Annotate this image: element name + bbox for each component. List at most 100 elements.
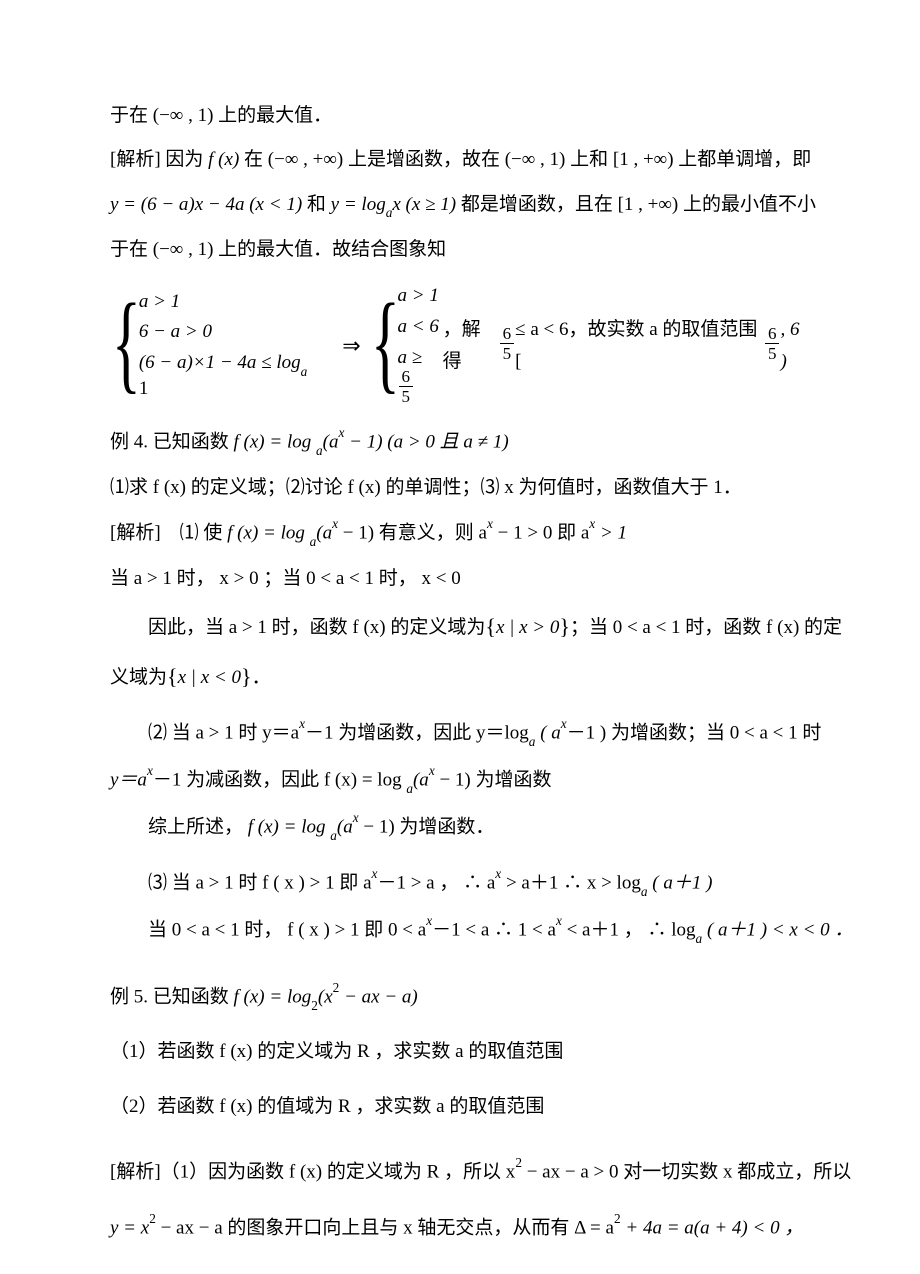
text: ；当 0 < a < 1 时，函数 f (x) 的定: [570, 617, 842, 638]
spacer: [110, 1201, 810, 1211]
text: ≤ a < 6，故实数 a 的取值范围 [: [515, 314, 764, 379]
left-brace-icon: {: [112, 298, 141, 386]
math: (6 − a)×1 − 4a ≤ log: [139, 352, 301, 373]
system-row: a > 1: [139, 290, 318, 315]
math: + 4a = a(a + 4) < 0 ，: [621, 1217, 804, 1238]
spacer: [110, 1081, 810, 1091]
math: (a: [316, 523, 332, 544]
subscript: a: [310, 534, 317, 549]
text: 都是增函数，且在 [1 , +∞) 上的最小值不小: [461, 194, 816, 215]
math: a ≥: [398, 347, 423, 368]
text: －1 < a ∴ 1 < a: [432, 919, 556, 940]
numerator: 6: [500, 325, 515, 344]
math: − 1 > 0 即 a: [493, 523, 589, 544]
math: (x: [318, 986, 333, 1007]
system-row: a < 6: [398, 315, 443, 340]
subscript: a: [696, 931, 703, 946]
math: y = x: [110, 1217, 149, 1238]
math: (a: [323, 432, 339, 453]
text: ⑶ 当 a > 1 时 f ( x ) > 1 即 a: [148, 873, 372, 894]
denominator: 5: [765, 344, 780, 362]
subscript: a: [529, 734, 536, 749]
system-row: (6 − a)×1 − 4a ≤ loga 1: [139, 351, 318, 402]
text: [解析]（1）因为函数 f (x) 的定义域为 R ，所以 x: [110, 1161, 515, 1182]
subscript: a: [316, 443, 323, 458]
text: 综上所述，: [148, 816, 248, 837]
fraction: 65: [399, 368, 414, 405]
text: − ax − a > 0 对一切实数 x 都成立，所以: [522, 1161, 851, 1182]
superscript: x: [353, 810, 359, 825]
superscript: x: [147, 763, 153, 778]
brace-icon: }: [241, 664, 252, 689]
math: x | x < 0: [178, 667, 241, 688]
spacer: [110, 1026, 810, 1036]
text: 在 (−∞ , +∞) 上是增函数，故在 (−∞ , 1) 上和 [1 , +∞…: [239, 149, 811, 170]
text: －1 > a ， ∴ a: [377, 873, 495, 894]
body-line: y = (6 − a)x − 4a (x < 1) 和 y = logax (x…: [110, 189, 810, 222]
superscript: x: [556, 913, 562, 928]
text: 义域为: [110, 667, 167, 688]
body-line: [解析] 因为 f (x) 在 (−∞ , +∞) 上是增函数，故在 (−∞ ,…: [110, 144, 810, 176]
math: − ax − a): [339, 986, 417, 1007]
text: 因此，当 a > 1 时，函数 f (x) 的定义域为: [148, 617, 485, 638]
subscript: a: [406, 781, 413, 796]
subscript: a: [641, 884, 648, 899]
spacer: [110, 1135, 810, 1155]
text: 例 4. 已知函数: [110, 432, 234, 453]
body-line: （2）若函数 f (x) 的值域为 R ，求实数 a 的取值范围: [110, 1091, 810, 1123]
text: －1 为减函数，因此 f (x) = log: [153, 769, 406, 790]
subscript: 2: [311, 998, 318, 1013]
text: [解析] ⑴ 使: [110, 523, 227, 544]
superscript: x: [487, 516, 493, 531]
text: < a＋1 ， ∴ log: [562, 919, 696, 940]
brace-icon: {: [167, 664, 178, 689]
numerator: 6: [399, 368, 414, 387]
superscript: x: [372, 866, 378, 881]
text: 例 5. 已知函数: [110, 986, 234, 1007]
math: y = (6 − a)x − 4a (x < 1): [110, 194, 307, 215]
text: ⑵ 当 a > 1 时 y＝a: [148, 722, 299, 743]
implies-icon: ⇒: [342, 327, 360, 364]
text: 于在 (−∞ , 1) 上的最大值．故结合图象知: [110, 239, 446, 260]
superscript: x: [589, 516, 595, 531]
document-page: 于在 (−∞ , 1) 上的最大值． [解析] 因为 f (x) 在 (−∞ ,…: [0, 0, 920, 1274]
text: 当 0 < a < 1 时， f ( x ) > 1 即 0 < a: [148, 919, 426, 940]
body-line: 综上所述， f (x) = log a(ax − 1) 为增函数．: [110, 810, 810, 845]
superscript: x: [332, 516, 338, 531]
math: y＝a: [110, 769, 147, 790]
subscript: a: [301, 364, 308, 379]
body-line: 当 0 < a < 1 时， f ( x ) > 1 即 0 < a x－1 < …: [110, 913, 810, 948]
math: (a: [337, 816, 353, 837]
text: ，解得: [443, 314, 499, 379]
math: f (x) = log: [234, 432, 316, 453]
spacer: [110, 960, 810, 980]
body-line: 义域为{x | x < 0}．: [110, 657, 810, 694]
superscript: x: [429, 763, 435, 778]
math: f (x) = log: [248, 816, 330, 837]
superscript: x: [561, 716, 567, 731]
text: [解析] 因为: [110, 149, 208, 170]
subscript: a: [386, 205, 393, 220]
system-right: a > 1 a < 6 a ≥ 65: [398, 284, 443, 407]
left-brace-icon: {: [371, 298, 400, 386]
body-line: y = x2 − ax − a 的图象开口向上且与 x 轴无交点，从而有 Δ =…: [110, 1211, 810, 1245]
brace-icon: {: [485, 614, 496, 639]
math: ( a: [535, 722, 560, 743]
body-line: ⑴求 f (x) 的定义域；⑵讨论 f (x) 的单调性；⑶ x 为何值时，函数…: [110, 472, 810, 504]
superscript: x: [299, 716, 305, 731]
math: (a: [413, 769, 429, 790]
body-line: [解析] ⑴ 使 f (x) = log a(ax − 1) 有意义，则 ax …: [110, 516, 810, 551]
math: , 6 ): [780, 314, 810, 379]
text: （1）若函数 f (x) 的定义域为 R ，求实数 a 的取值范围: [110, 1041, 563, 1062]
body-line: 当 a > 1 时， x > 0 ；当 0 < a < 1 时， x < 0: [110, 563, 810, 595]
subscript: a: [330, 828, 337, 843]
superscript: 2: [149, 1211, 156, 1226]
body-line: 于在 (−∞ , 1) 上的最大值．: [110, 100, 810, 132]
math: x (x ≥ 1): [392, 194, 460, 215]
text: − 1) 为增函数．: [359, 816, 495, 837]
fraction: 65: [500, 325, 515, 362]
fraction: 65: [765, 325, 780, 362]
body-line: 因此，当 a > 1 时，函数 f (x) 的定义域为{x | x > 0}；当…: [110, 607, 810, 644]
text: ⑴求 f (x) 的定义域；⑵讨论 f (x) 的单调性；⑶ x 为何值时，函数…: [110, 477, 742, 498]
math: − 1) (a > 0 且 a ≠ 1): [344, 432, 508, 453]
